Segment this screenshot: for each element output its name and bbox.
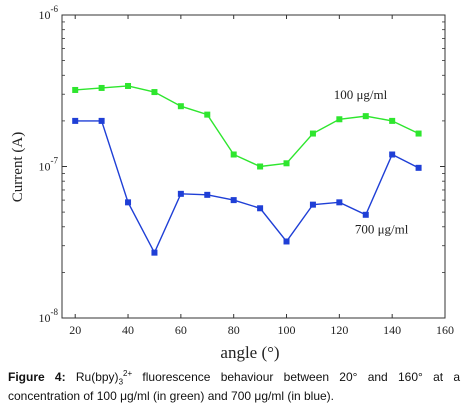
series-1-point [204,111,211,118]
series-1-point [151,89,158,96]
series-1-point [415,130,422,137]
y-axis-label: Current (A) [10,132,26,202]
x-tick-label: 40 [122,323,134,337]
series-2-point [125,199,132,206]
caption-text-post: fluorescence behaviour between 20° and 1… [8,370,461,404]
series-1-point [72,86,79,93]
series-2-point [204,191,211,198]
y-tick-label: 10-7 [39,156,59,174]
series-1-point [309,130,316,137]
caption-text-pre: Ru(bpy) [65,370,119,384]
caption-sup: 2+ [123,369,133,378]
x-tick-label: 80 [228,323,240,337]
caption-label: Figure 4: [8,370,66,384]
y-tick-label: 10-8 [39,307,59,325]
series-1-point [283,160,290,167]
annotations: 100 μg/ml 700 μg/ml [334,87,409,237]
caption-sub: 3 [118,377,124,387]
series-1-point [230,151,237,158]
x-tick-label: 60 [175,323,187,337]
series-2-point [415,164,422,171]
x-tick-label: 120 [330,323,348,337]
series [72,82,422,256]
series-1-point [125,82,132,89]
series-1-point [336,116,343,123]
series-2-point [177,190,184,197]
x-tick-label: 160 [436,323,454,337]
series-1-point [389,117,396,124]
annotation-1: 100 μg/ml [334,87,388,102]
y-tick-label: 10-6 [39,4,59,22]
series-2-point [151,249,158,256]
series-2-point [257,205,264,212]
series-2-point [336,199,343,206]
series-1-point [177,103,184,110]
figure-caption: Figure 4: Ru(bpy)32+ fluorescence behavi… [8,366,460,404]
series-2-point [362,211,369,218]
series-2-point [309,201,316,208]
series-line-2 [75,120,419,255]
series-1-point [257,163,264,170]
x-tick-label: 20 [69,323,81,337]
ticks: 20 40 60 80 100 120 140 160 10-6 10-7 10-8 [39,4,455,337]
series-2-point [230,197,237,204]
chart-canvas: 20 40 60 80 100 120 140 160 10-6 10-7 10-8 100 μg/… [10,4,455,362]
series-1-point [362,113,369,120]
x-tick-label: 140 [383,323,401,337]
series-2-point [98,117,105,124]
series-2-point [283,238,290,245]
annotation-2: 700 μg/ml [355,222,409,237]
x-axis-label: angle (°) [220,343,279,362]
series-line-1 [75,85,419,168]
series-2-point [72,117,79,124]
x-tick-label: 100 [278,323,296,337]
series-1-point [98,84,105,91]
series-2-point [389,151,396,158]
